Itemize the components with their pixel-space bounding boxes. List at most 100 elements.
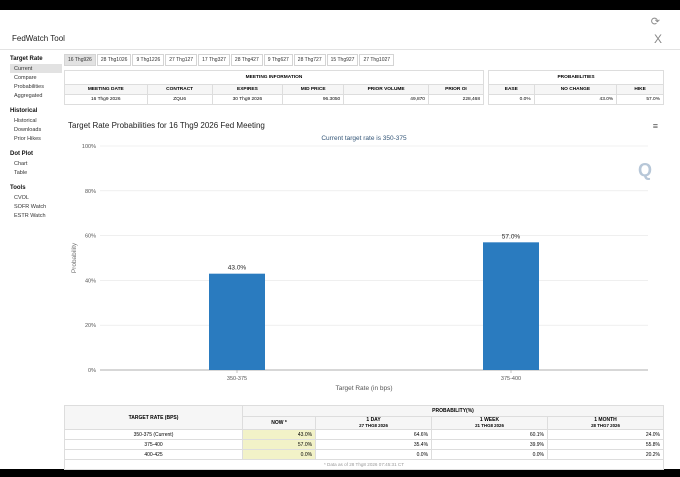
probability-cell: 0.0% bbox=[431, 449, 548, 460]
close-icon[interactable]: X bbox=[653, 32, 662, 46]
tab-meeting[interactable]: 15 Thg927 bbox=[326, 54, 359, 66]
sidebar-item-current[interactable]: Current bbox=[10, 64, 62, 73]
x-tick-label: 350-375 bbox=[227, 376, 247, 382]
chart-subtitle: Current target rate is 350-375 bbox=[321, 135, 407, 142]
period-header: 1 WEEK 21 THG8 2026 bbox=[431, 415, 548, 431]
meeting-info-cell: ZQU6 bbox=[146, 94, 213, 105]
probability-cell: 39.9% bbox=[431, 439, 548, 450]
tab-meeting[interactable]: 27 Thg127 bbox=[165, 54, 198, 66]
sidebar-item-prior-hikes[interactable]: Prior Hikes bbox=[14, 136, 41, 142]
meeting-info-column-header: PRIOR VOLUME bbox=[343, 84, 429, 95]
probabilities-table: PROBABILITIES EASE NO CHANGE HIKE 0.0% 43.0… bbox=[488, 70, 664, 105]
probabilities-column-header: HIKE bbox=[616, 84, 664, 95]
y-tick-label: 0% bbox=[88, 368, 96, 374]
probability-history-table: TARGET RATE (BPS) PROBABILITY(%) NOW * 1 … bbox=[64, 405, 664, 470]
sidebar-item-probabilities[interactable]: Probabilities bbox=[14, 84, 44, 90]
sidebar-item-downloads[interactable]: Downloads bbox=[14, 127, 42, 133]
probability-cell: 60.1% bbox=[431, 429, 548, 440]
probabilities-column-header: EASE bbox=[488, 84, 535, 95]
y-tick-label: 100% bbox=[82, 144, 96, 150]
table-row: 400-425 0.0% 0.0% 0.0% 20.2% bbox=[64, 449, 664, 460]
x-tick-label: 375-400 bbox=[501, 376, 521, 382]
table-row: 375-400 57.0% 35.4% 39.9% 55.8% bbox=[64, 439, 664, 450]
sidebar-item-historical[interactable]: Historical bbox=[14, 118, 37, 124]
meeting-info-cell: 96.3050 bbox=[282, 94, 345, 105]
tab-meeting[interactable]: 9 Thg627 bbox=[263, 54, 293, 66]
probability-cell: 24.0% bbox=[547, 429, 664, 440]
target-rate-header: TARGET RATE (BPS) bbox=[64, 405, 243, 430]
y-axis-label: Probability bbox=[71, 242, 78, 273]
probability-cell: 64.6% bbox=[315, 429, 433, 440]
sidebar-heading: Tools bbox=[10, 185, 26, 191]
probability-cell: 20.2% bbox=[547, 449, 664, 460]
meeting-info-cell: 30 Thg9 2026 bbox=[211, 94, 284, 105]
period-date: 21 THG8 2026 bbox=[475, 423, 504, 429]
tab-meeting[interactable]: 28 Thg427 bbox=[230, 54, 263, 66]
period-label: 1 MONTH bbox=[594, 417, 617, 424]
footnote: * Data as of 28 Thg8 2026 07:45:31 CT bbox=[64, 459, 664, 470]
sidebar-item-estr-watch[interactable]: ESTR Watch bbox=[14, 213, 46, 219]
period-header: 1 DAY 27 THG8 2026 bbox=[315, 415, 433, 431]
sidebar-item-compare[interactable]: Compare bbox=[14, 75, 37, 81]
y-tick-label: 40% bbox=[85, 278, 96, 284]
meeting-tabs: 16 Thg926 28 Thg1026 9 Thg1226 27 Thg127 17 … bbox=[64, 54, 664, 66]
probabilities-heading: PROBABILITIES bbox=[488, 70, 664, 85]
probability-cell: 55.8% bbox=[547, 439, 664, 450]
meeting-info-column-header: MEETING DATE bbox=[64, 84, 148, 95]
sidebar-item-sofr-watch[interactable]: SOFR Watch bbox=[14, 204, 47, 210]
period-header: 1 MONTH 28 THG7 2026 bbox=[547, 415, 664, 431]
sidebar-heading: Historical bbox=[10, 108, 38, 114]
tab-meeting[interactable]: 17 Thg327 bbox=[198, 54, 230, 66]
chart-title: Target Rate Probabilities for 16 Thg9 20… bbox=[68, 121, 265, 130]
x-axis-label: Target Rate (in bps) bbox=[335, 385, 392, 392]
sidebar-item-cvol[interactable]: CVOL bbox=[14, 195, 29, 201]
tab-meeting[interactable]: 9 Thg1226 bbox=[132, 54, 165, 66]
meeting-info-heading: MEETING INFORMATION bbox=[64, 70, 484, 85]
period-label: 1 DAY bbox=[366, 417, 381, 424]
period-header: NOW * bbox=[241, 415, 317, 431]
top-bar: ⟳ bbox=[0, 10, 680, 30]
meeting-info-table: MEETING INFORMATION MEETING DATE CONTRACT… bbox=[64, 70, 485, 105]
target-rate-cell: 350-375 (Current) bbox=[64, 429, 243, 440]
meeting-info-cell: 16 Thg9 2026 bbox=[64, 94, 148, 105]
tab-meeting[interactable]: 27 Thg1027 bbox=[359, 54, 395, 66]
data-label: 57.0% bbox=[502, 233, 521, 240]
probability-cell: 0.0% bbox=[315, 449, 433, 460]
sidebar-heading: Target Rate bbox=[10, 56, 43, 62]
y-tick-label: 20% bbox=[85, 323, 96, 329]
app-title: FedWatch Tool bbox=[12, 34, 65, 43]
sidebar-item-table[interactable]: Table bbox=[14, 170, 28, 176]
probability-cell: 0.0% bbox=[241, 449, 317, 460]
sidebar-item-aggregated[interactable]: Aggregated bbox=[14, 93, 43, 99]
period-date: 27 THG8 2026 bbox=[359, 423, 388, 429]
target-rate-cell: 375-400 bbox=[64, 439, 243, 450]
tab-meeting[interactable]: 28 Thg727 bbox=[293, 54, 326, 66]
refresh-icon[interactable]: ⟳ bbox=[650, 16, 660, 28]
probabilities-cell: 57.0% bbox=[616, 94, 664, 105]
bar[interactable] bbox=[483, 242, 539, 370]
tab-meeting[interactable]: 28 Thg1026 bbox=[96, 54, 132, 66]
data-label: 43.0% bbox=[228, 265, 247, 272]
probability-cell: 43.0% bbox=[241, 429, 317, 440]
period-date: 28 THG7 2026 bbox=[591, 423, 620, 429]
main-panel: 16 Thg926 28 Thg1026 9 Thg1226 27 Thg127 17 … bbox=[64, 54, 664, 470]
probability-cell: 57.0% bbox=[241, 439, 317, 450]
probabilities-cell: 0.0% bbox=[488, 94, 535, 105]
bar[interactable] bbox=[209, 273, 265, 370]
probability-bar-chart: Current target rate is 350-375 Q 0% 20% 40% 6… bbox=[71, 135, 652, 392]
period-label: 1 WEEK bbox=[479, 417, 500, 424]
chart-menu-icon[interactable]: ≡ bbox=[652, 121, 658, 131]
probability-header: PROBABILITY(%) bbox=[242, 405, 664, 417]
sidebar-item-chart[interactable]: Chart bbox=[14, 161, 28, 167]
meeting-info-column-header: CONTRACT bbox=[146, 84, 213, 95]
tab-meeting[interactable]: 16 Thg926 bbox=[64, 54, 96, 66]
table-row: 350-375 (Current) 43.0% 64.6% 60.1% 24.0% bbox=[64, 429, 664, 440]
sidebar: Target Rate Current Compare Probabilities Ag… bbox=[10, 54, 62, 220]
meeting-info-cell: 49,870 bbox=[343, 94, 429, 105]
probability-cell: 35.4% bbox=[315, 439, 433, 450]
fedwatch-window: ⟳ FedWatch Tool X Target Rate Current Comp… bbox=[0, 10, 680, 470]
y-tick-label: 60% bbox=[85, 234, 96, 240]
title-bar: FedWatch Tool X bbox=[0, 30, 680, 50]
meeting-info-column-header: MID PRICE bbox=[282, 84, 345, 95]
meeting-info-column-header: EXPIRES bbox=[211, 84, 284, 95]
